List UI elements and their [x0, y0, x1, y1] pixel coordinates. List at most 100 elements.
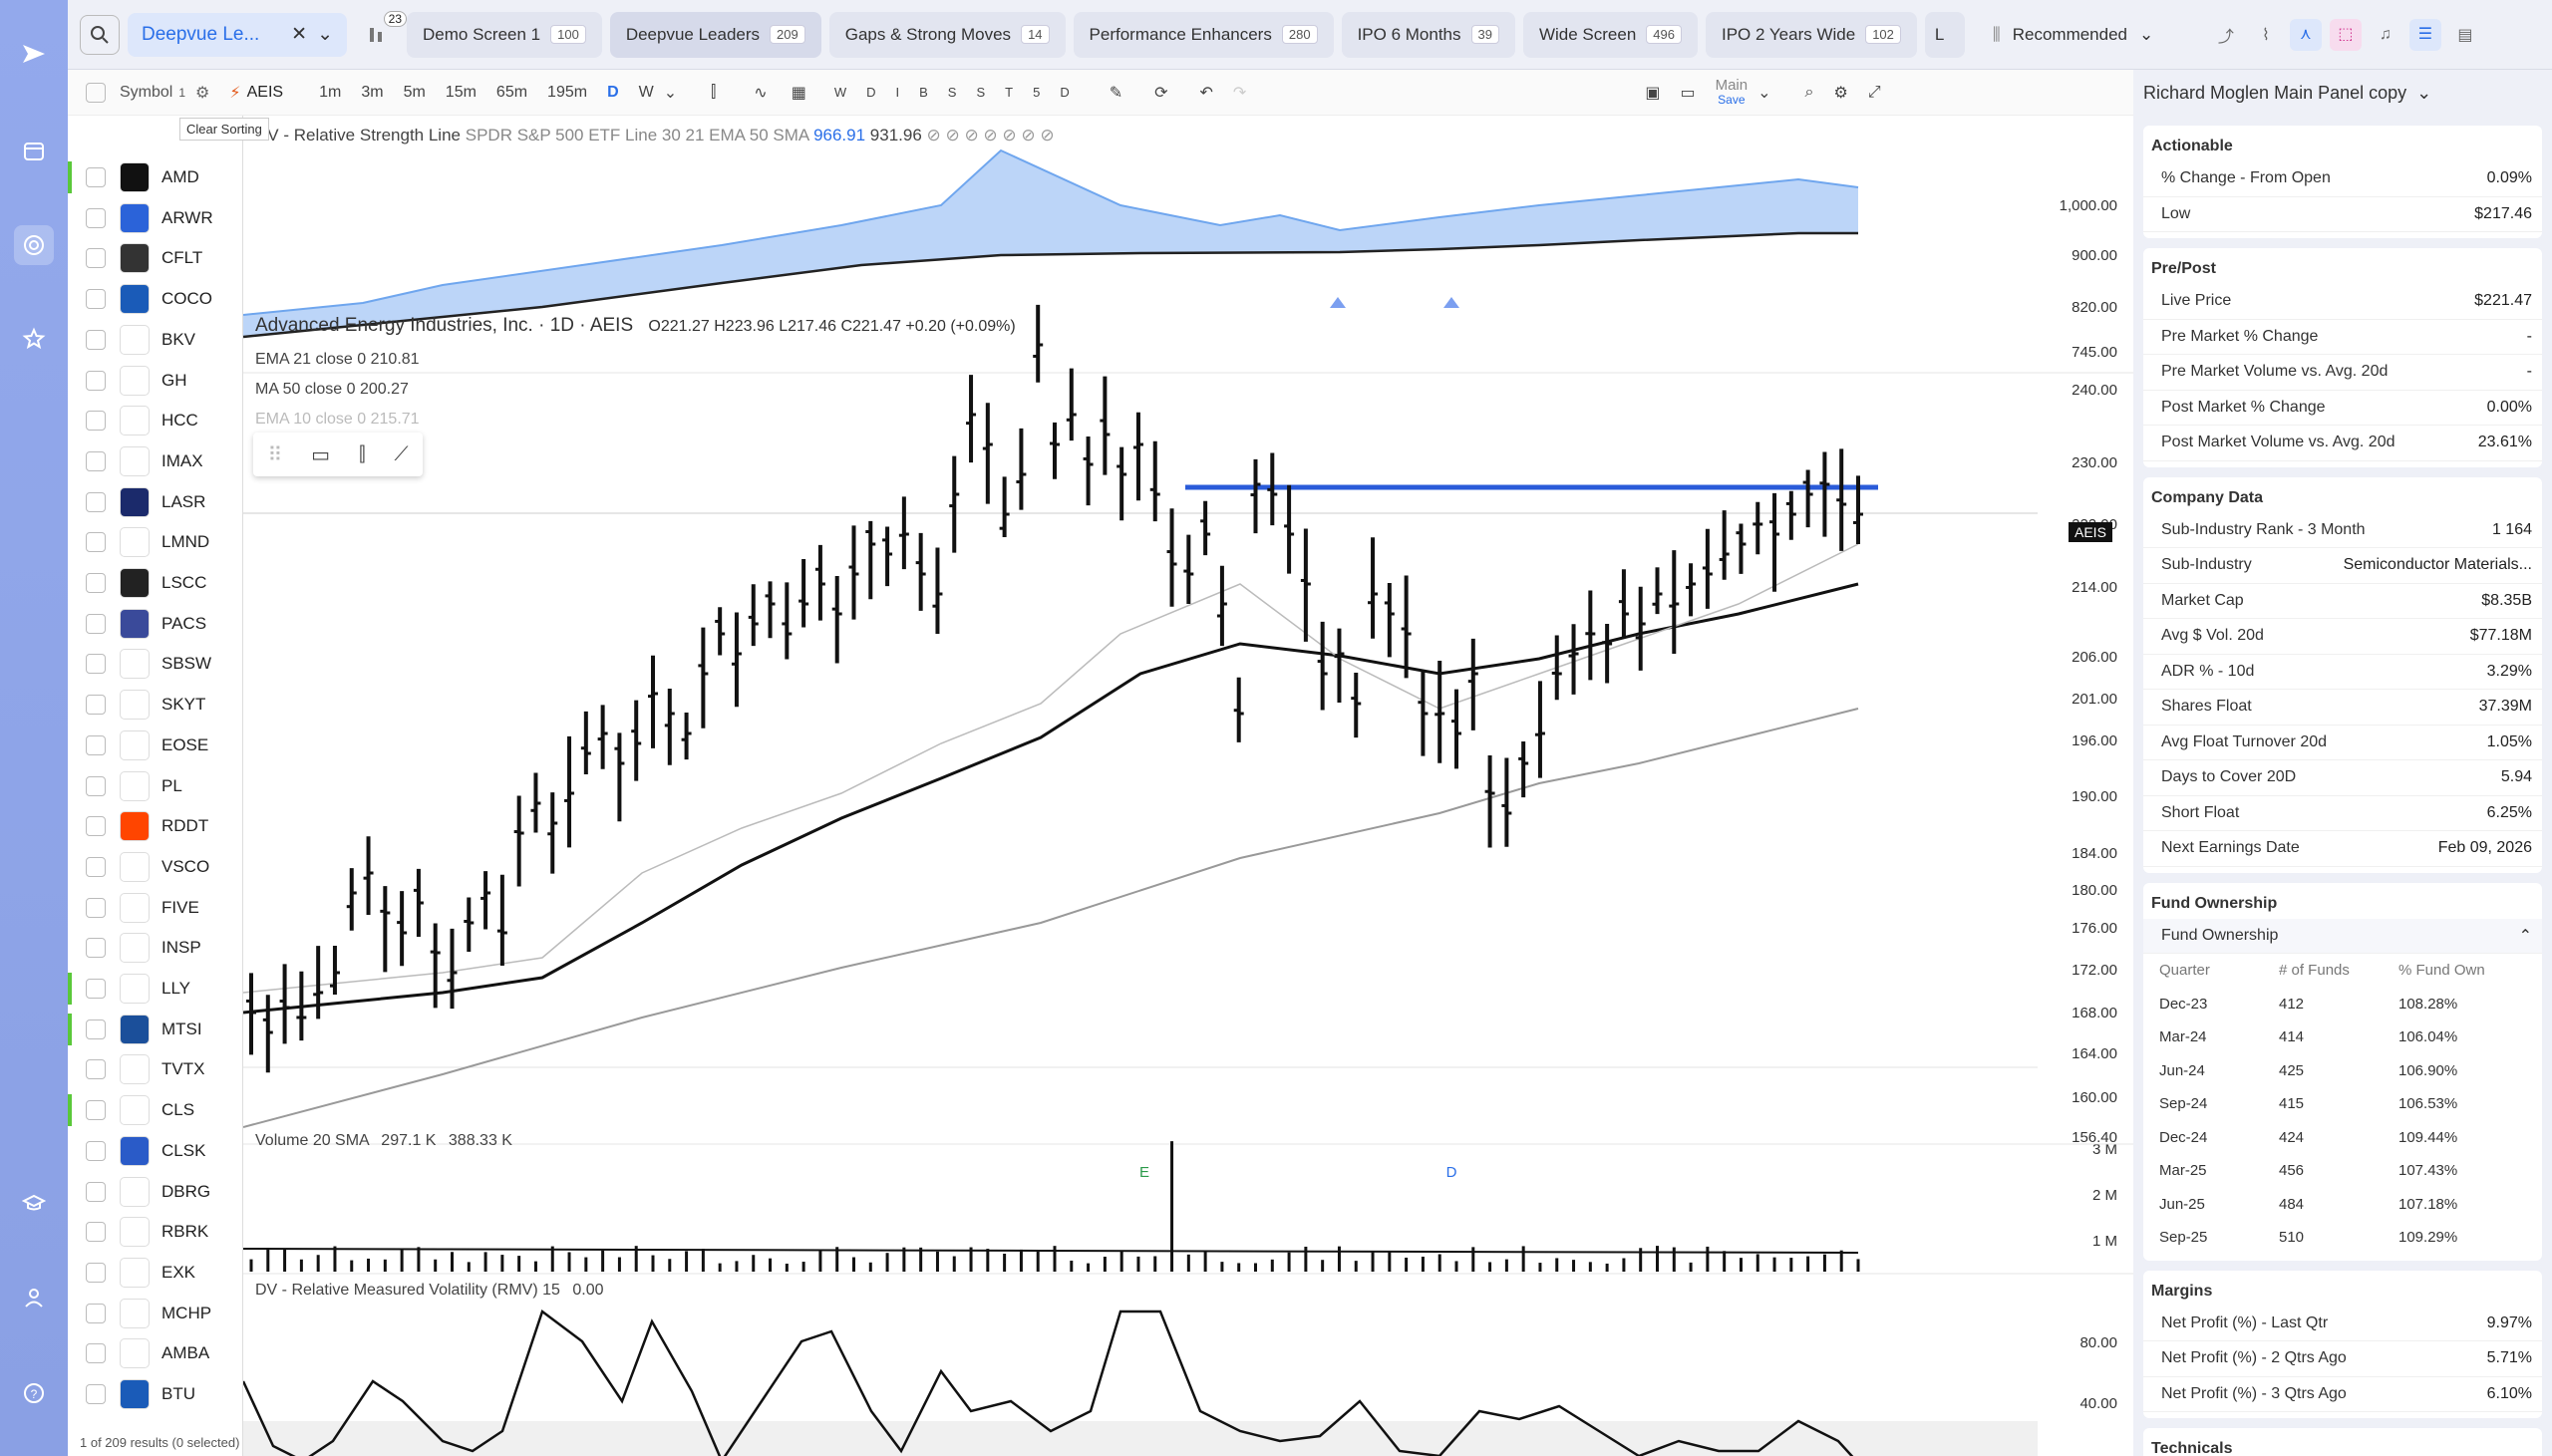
close-icon[interactable]: ✕: [291, 24, 308, 45]
candle-tool-icon[interactable]: ⫿: [359, 442, 366, 465]
sort-selector[interactable]: ⫼ Recommended ⌄: [1993, 25, 2202, 45]
indicators-icon[interactable]: ∿: [754, 84, 768, 102]
app-logo-icon[interactable]: [14, 34, 54, 74]
chevron-down-icon[interactable]: ⌄: [317, 24, 333, 45]
row-checkbox[interactable]: [86, 532, 106, 553]
toolbar-letter[interactable]: D: [866, 85, 876, 100]
bar-type-icon[interactable]: ⫿: [711, 83, 717, 101]
line-tool-icon[interactable]: ⟋: [394, 442, 409, 465]
row-checkbox[interactable]: [86, 1019, 106, 1039]
list-item[interactable]: CLSK: [68, 1131, 243, 1171]
technicals-title[interactable]: Technicals: [2151, 1440, 2233, 1456]
row-checkbox[interactable]: [86, 613, 106, 634]
templates-icon[interactable]: ▦: [791, 84, 806, 102]
interval-195m[interactable]: 195m: [547, 83, 588, 101]
row-checkbox[interactable]: [86, 734, 106, 755]
list-item[interactable]: COCO: [68, 279, 243, 319]
list-item[interactable]: EXK: [68, 1253, 243, 1293]
list-item[interactable]: IMAX: [68, 441, 243, 481]
screener-nav-icon[interactable]: [14, 225, 54, 265]
list-item[interactable]: FIVE: [68, 888, 243, 928]
row-checkbox[interactable]: [86, 1100, 106, 1121]
list-item[interactable]: TVTX: [68, 1049, 243, 1089]
section-title[interactable]: Fund Ownership: [2151, 894, 2278, 912]
zoom-icon[interactable]: ⌕: [1804, 83, 1814, 101]
row-checkbox[interactable]: [86, 1059, 106, 1080]
bell-icon[interactable]: ♫: [2379, 25, 2392, 43]
symbol-column-header[interactable]: Symbol: [120, 83, 173, 101]
folder-icon[interactable]: ▭: [1680, 84, 1696, 102]
list-item[interactable]: LLY: [68, 969, 243, 1009]
row-checkbox[interactable]: [86, 816, 106, 837]
row-checkbox[interactable]: [86, 411, 106, 432]
list-item[interactable]: VSCO: [68, 847, 243, 887]
list-item[interactable]: CFLT: [68, 238, 243, 278]
list-item[interactable]: AMBA: [68, 1333, 243, 1373]
list-item[interactable]: DBRG: [68, 1172, 243, 1212]
list-item[interactable]: PACS: [68, 604, 243, 644]
list-item[interactable]: MCHP: [68, 1294, 243, 1333]
row-checkbox[interactable]: [86, 1262, 106, 1283]
interval-3m[interactable]: 3m: [361, 83, 384, 101]
list-item[interactable]: BTU: [68, 1374, 243, 1414]
tab-gaps-strong-moves[interactable]: Gaps & Strong Moves 14: [828, 11, 1066, 58]
toolbar-letter[interactable]: S: [976, 85, 986, 100]
comment-icon[interactable]: ▭: [311, 443, 331, 466]
search-button[interactable]: [80, 14, 120, 55]
list-item[interactable]: LMND: [68, 522, 243, 562]
grid-view-icon[interactable]: ▤: [2457, 26, 2473, 44]
list-item[interactable]: SBSW: [68, 644, 243, 684]
watchlist-selector[interactable]: Deepvue Le... ✕ ⌄: [128, 12, 347, 57]
panel-title[interactable]: Richard Moglen Main Panel copy ⌄: [2143, 70, 2542, 116]
list-item[interactable]: EOSE: [68, 726, 243, 765]
ticker-label[interactable]: AEIS: [246, 83, 284, 101]
row-checkbox[interactable]: [86, 1222, 106, 1243]
row-checkbox[interactable]: [86, 289, 106, 310]
profile-nav-icon[interactable]: [14, 1278, 54, 1317]
row-checkbox[interactable]: [86, 167, 106, 187]
row-checkbox[interactable]: [86, 491, 106, 512]
row-checkbox[interactable]: [86, 1384, 106, 1404]
list-item[interactable]: AMD: [68, 157, 243, 197]
toolbar-letter[interactable]: D: [1060, 85, 1070, 100]
list-item[interactable]: LASR: [68, 482, 243, 522]
panel-layout-icon[interactable]: ▣: [1645, 84, 1661, 102]
drag-handle-icon[interactable]: ⠿: [267, 443, 283, 466]
settings-icon[interactable]: ⚙: [1833, 84, 1848, 102]
tab-demo-screen[interactable]: Demo Screen 1 100: [407, 11, 602, 58]
redo-icon[interactable]: ↷: [1232, 84, 1247, 102]
tab-wide-screen[interactable]: Wide Screen 496: [1522, 11, 1698, 58]
refresh-icon[interactable]: ⟳: [1154, 84, 1168, 102]
fullscreen-icon[interactable]: ⤢: [1867, 83, 1881, 101]
row-checkbox[interactable]: [86, 695, 106, 716]
row-checkbox[interactable]: [86, 1140, 106, 1161]
toolbar-letter[interactable]: S: [947, 85, 957, 100]
row-checkbox[interactable]: [86, 450, 106, 471]
section-title[interactable]: Company Data: [2151, 488, 2264, 506]
row-checkbox[interactable]: [86, 1181, 106, 1202]
chart-icon[interactable]: ⌇: [2261, 26, 2270, 44]
toolbar-letter[interactable]: 5: [1033, 85, 1041, 100]
row-checkbox[interactable]: [86, 775, 106, 796]
draw-icon[interactable]: ✎: [1109, 84, 1123, 102]
row-checkbox[interactable]: [86, 370, 106, 391]
watchlist-nav-icon[interactable]: [14, 132, 54, 171]
learn-nav-icon[interactable]: [14, 1184, 54, 1224]
interval-daily[interactable]: D: [607, 83, 619, 101]
list-item[interactable]: GH: [68, 361, 243, 401]
list-item[interactable]: BKV: [68, 320, 243, 360]
list-item[interactable]: RBRK: [68, 1212, 243, 1252]
list-item[interactable]: RDDT: [68, 806, 243, 846]
undo-icon[interactable]: ↶: [1199, 84, 1213, 102]
list-item[interactable]: MTSI: [68, 1010, 243, 1049]
row-checkbox[interactable]: [86, 1303, 106, 1323]
row-checkbox[interactable]: [86, 1343, 106, 1364]
alerts-button[interactable]: 23: [355, 10, 407, 57]
interval-weekly[interactable]: W: [638, 83, 654, 101]
interval-5m[interactable]: 5m: [403, 83, 426, 101]
row-checkbox[interactable]: [86, 329, 106, 350]
list-item[interactable]: INSP: [68, 928, 243, 968]
row-checkbox[interactable]: [86, 573, 106, 593]
section-title[interactable]: Pre/Post: [2151, 260, 2216, 277]
row-checkbox[interactable]: [86, 856, 106, 877]
